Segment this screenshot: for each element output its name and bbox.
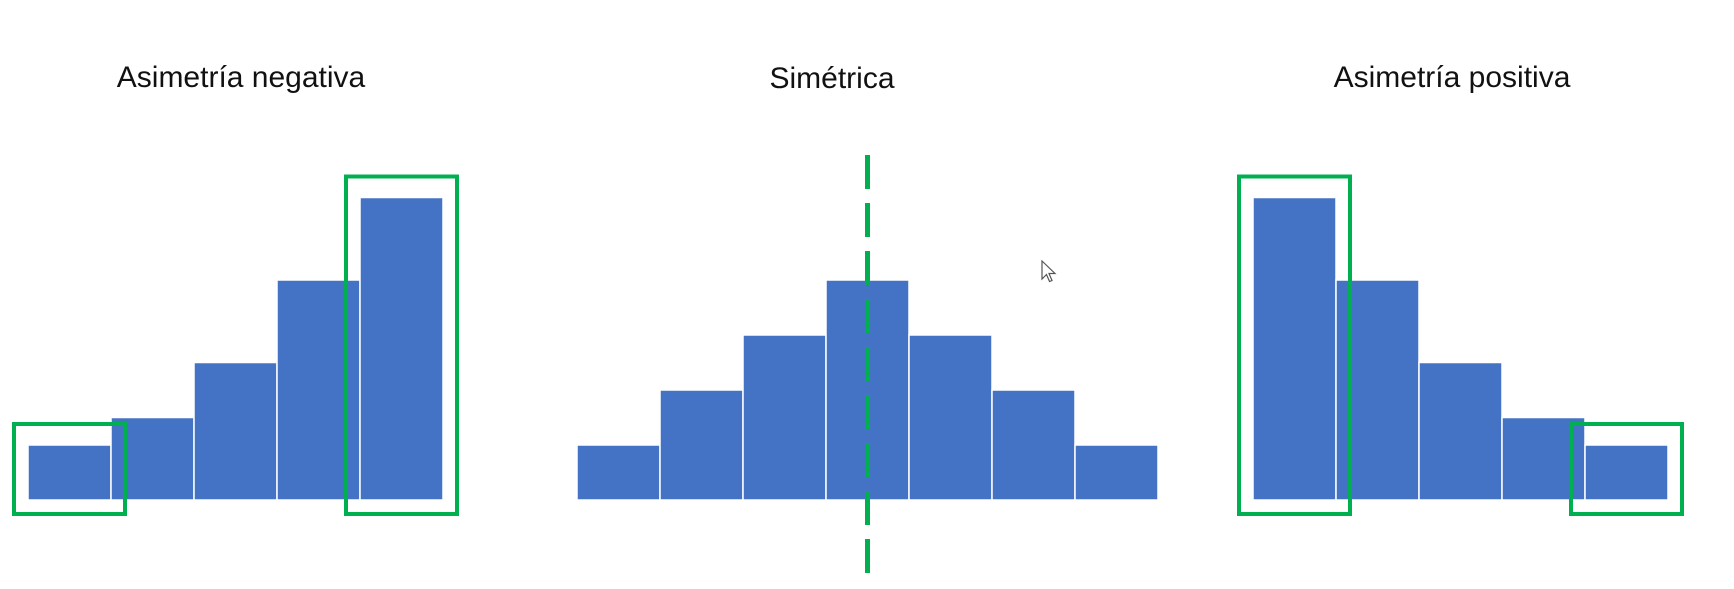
- bar-positive-skew-1: [1252, 196, 1337, 501]
- bar-positive-skew-3: [1418, 361, 1503, 501]
- chart-panel-positive-skew: Asimetría positiva: [1237, 61, 1684, 516]
- chart-panel-negative-skew: Asimetría negativa: [12, 61, 459, 516]
- highlight-box-negative-skew-last: [344, 174, 459, 516]
- bar-positive-skew-5: [1584, 444, 1669, 501]
- bar-negative-skew-3: [193, 361, 278, 501]
- bar-symmetric-7: [1074, 444, 1159, 501]
- chart-panel-symmetric: Simétrica: [576, 62, 1159, 585]
- bar-symmetric-3: [742, 334, 827, 501]
- highlight-box-positive-skew-first: [1237, 174, 1352, 516]
- bar-negative-skew-1: [27, 444, 112, 501]
- bar-group-symmetric: [576, 279, 1159, 501]
- bar-symmetric-5: [908, 334, 993, 501]
- highlight-box-positive-skew-last: [1569, 422, 1684, 516]
- bar-symmetric-1: [576, 444, 661, 501]
- highlight-box-negative-skew-first: [12, 422, 127, 516]
- bar-group-positive-skew: [1252, 196, 1669, 501]
- mouse-pointer-icon: [1041, 259, 1057, 283]
- highlight-group-positive-skew: [1237, 174, 1684, 516]
- chart-title-positive-skew: Asimetría positiva: [1334, 61, 1571, 94]
- bar-negative-skew-5: [359, 196, 444, 501]
- bar-group-negative-skew: [27, 196, 444, 501]
- bar-symmetric-2: [659, 389, 744, 501]
- chart-title-negative-skew: Asimetría negativa: [117, 61, 366, 94]
- chart-title-symmetric: Simétrica: [769, 62, 894, 95]
- highlight-group-negative-skew: [12, 174, 459, 516]
- bar-symmetric-6: [991, 389, 1076, 501]
